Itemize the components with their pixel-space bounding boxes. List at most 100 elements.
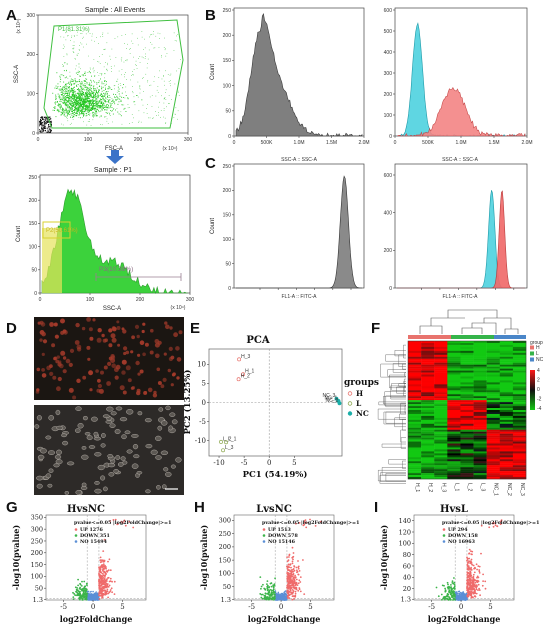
- volcano-point-up: [287, 579, 289, 582]
- volcano-point-up: [291, 598, 294, 601]
- scatter-dot: [115, 94, 117, 95]
- scatter-dot: [73, 99, 75, 101]
- scatter-dot: [85, 92, 87, 94]
- heatmap-cell: [408, 382, 422, 385]
- b-left-y-tick-label: 250: [223, 8, 232, 14]
- scatter-dot: [117, 86, 119, 88]
- heatmap-cell: [460, 413, 474, 417]
- heatmap-cell: [473, 382, 487, 385]
- fluorescent-cell: [57, 376, 62, 382]
- volcano-point-up: [290, 573, 293, 576]
- scatter-dot: [158, 77, 160, 78]
- heatmap-cell: [473, 441, 487, 444]
- pca-point-label: NC_3: [322, 393, 335, 399]
- volcano-x-tick-label: 0: [91, 603, 95, 611]
- scatter-dot: [164, 84, 165, 86]
- scatter-dot: [105, 93, 107, 95]
- brightfield-cell: [56, 425, 64, 430]
- scatter-dot: [170, 80, 171, 81]
- volcano-point-up: [293, 582, 295, 585]
- scatter-dot: [126, 60, 128, 62]
- volcano-point-up: [109, 589, 112, 591]
- scatter-dot: [116, 96, 118, 98]
- heatmap-cell: [486, 346, 500, 350]
- heatmap-cell: [512, 372, 527, 375]
- scatter-dot: [111, 89, 113, 90]
- scatter-dot: [72, 81, 74, 82]
- brightfield-cell: [114, 429, 121, 435]
- scatter-dot: [78, 106, 80, 108]
- heatmap-cell: [421, 449, 435, 452]
- scatter-dot: [85, 115, 87, 117]
- pca-y-tick-label: 5: [202, 380, 206, 388]
- scatter-dot: [92, 103, 94, 104]
- volcano-y-tick-label: 50: [223, 583, 231, 591]
- scatter-dot: [63, 75, 65, 77]
- heatmap-cell: [447, 364, 461, 367]
- heatmap-cell: [434, 449, 448, 452]
- scatter-dot: [72, 90, 74, 91]
- scatter-dot: [113, 101, 115, 102]
- volcano-ylabel: -log10(pvalue): [11, 525, 21, 591]
- scatter-dot: [161, 55, 162, 56]
- fluorescent-cell: [62, 356, 67, 360]
- scatter-dot: [81, 74, 83, 76]
- fluorescent-cell: [117, 343, 121, 347]
- scatter-dot: [72, 48, 73, 50]
- heatmap-cell: [421, 388, 435, 391]
- scatter-dot: [83, 113, 85, 114]
- heatmap-cell: [460, 477, 474, 480]
- heatmap-cell: [408, 388, 422, 391]
- scatter-dot: [60, 99, 62, 101]
- heatmap-cell: [499, 394, 514, 397]
- scatter-dot: [90, 107, 92, 109]
- scatter-dot: [110, 103, 112, 104]
- brightfield-cell: [34, 424, 40, 429]
- volcano-point-down: [270, 595, 272, 597]
- scatter-dot: [104, 100, 106, 102]
- heatmap-column-label: L_2: [467, 483, 473, 492]
- row-dendrogram-branch: [380, 363, 406, 378]
- scatter-dot: [101, 93, 103, 95]
- scatter-dot: [106, 68, 108, 70]
- scatter-dot: [54, 107, 56, 109]
- row-dendrogram: [377, 344, 406, 484]
- heatmap-cell: [486, 453, 500, 456]
- histogram-ylabel: Count: [16, 226, 22, 242]
- heatmap-cell: [421, 471, 435, 474]
- brightfield-cell: [75, 489, 82, 495]
- heatmap-cell: [408, 441, 422, 444]
- heatmap-cell: [434, 443, 448, 446]
- heatmap-cell: [421, 477, 435, 480]
- scatter-dot: [90, 108, 92, 110]
- scatter-y-tick-label: 100: [27, 91, 36, 97]
- volcano-point-down: [264, 592, 267, 595]
- scatter-dot: [83, 100, 84, 101]
- scatter-dot: [66, 112, 67, 114]
- scatter-dot: [126, 79, 127, 80]
- volcano-point-up: [309, 518, 311, 521]
- scatter-dot-debris: [42, 130, 44, 132]
- scatter-dot: [57, 104, 59, 106]
- heatmap-cell: [499, 431, 514, 434]
- volcano-point-no: [285, 598, 287, 601]
- scatter-dot: [88, 98, 90, 99]
- panel-a-scatter: Sample : All Events P1(81.31%) 0 100 200 30…: [14, 7, 192, 152]
- scatter-dot: [74, 111, 75, 113]
- scatter-dot: [61, 94, 63, 95]
- scatter-dot: [177, 90, 179, 92]
- b-left-x-tick-label: 1.5M: [326, 140, 337, 146]
- scatter-dot: [73, 114, 75, 115]
- heatmap-cell: [421, 413, 435, 417]
- heatmap-cell: [460, 459, 474, 462]
- heatmap-cell: [408, 459, 422, 462]
- scatter-dot: [89, 110, 91, 111]
- volcano-point-up: [289, 587, 291, 590]
- scatter-dot: [74, 101, 76, 103]
- volcano-point-no: [91, 595, 93, 598]
- heatmap-cell: [460, 433, 474, 436]
- pca-x-ticks: -10 -5 0 5: [213, 456, 297, 467]
- scatter-dot: [129, 123, 130, 124]
- scatter-dot: [118, 98, 120, 100]
- scatter-dot: [92, 105, 94, 107]
